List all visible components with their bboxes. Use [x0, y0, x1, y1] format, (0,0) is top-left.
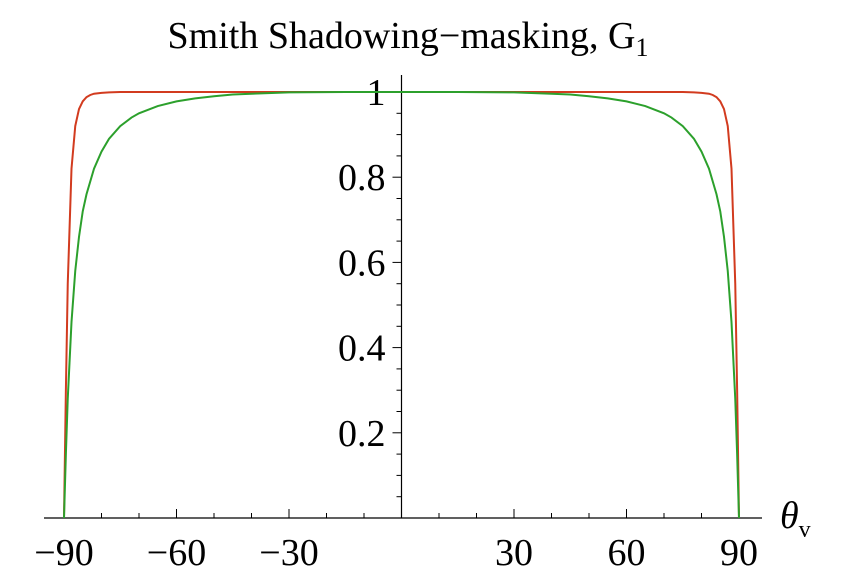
y-tick-label: 0.6 [338, 242, 386, 284]
chart-title-subscript: 1 [635, 33, 648, 62]
chart-title: Smith Shadowing−masking, G1 [168, 15, 649, 62]
x-tick-label: 60 [608, 532, 646, 574]
x-tick-label: −30 [259, 532, 318, 574]
x-axis-label: θv [780, 495, 811, 543]
x-tick-label: 30 [495, 532, 533, 574]
x-tick-label: −90 [34, 532, 93, 574]
y-tick-label: 0.8 [338, 157, 386, 199]
series-line-green [63, 91, 740, 519]
chart-title-main: Smith Shadowing−masking, G [168, 15, 636, 57]
x-axis-label-main: θ [780, 495, 799, 537]
x-tick-label: −60 [147, 532, 206, 574]
y-tick-label: 0.4 [338, 328, 386, 370]
x-axis-label-subscript: v [799, 517, 811, 543]
x-tick-label: 90 [720, 532, 758, 574]
y-tick-label: 0.2 [338, 413, 386, 455]
plot-area: −90 −60 −30 30 60 900.20.40.60.81 [34, 72, 762, 574]
